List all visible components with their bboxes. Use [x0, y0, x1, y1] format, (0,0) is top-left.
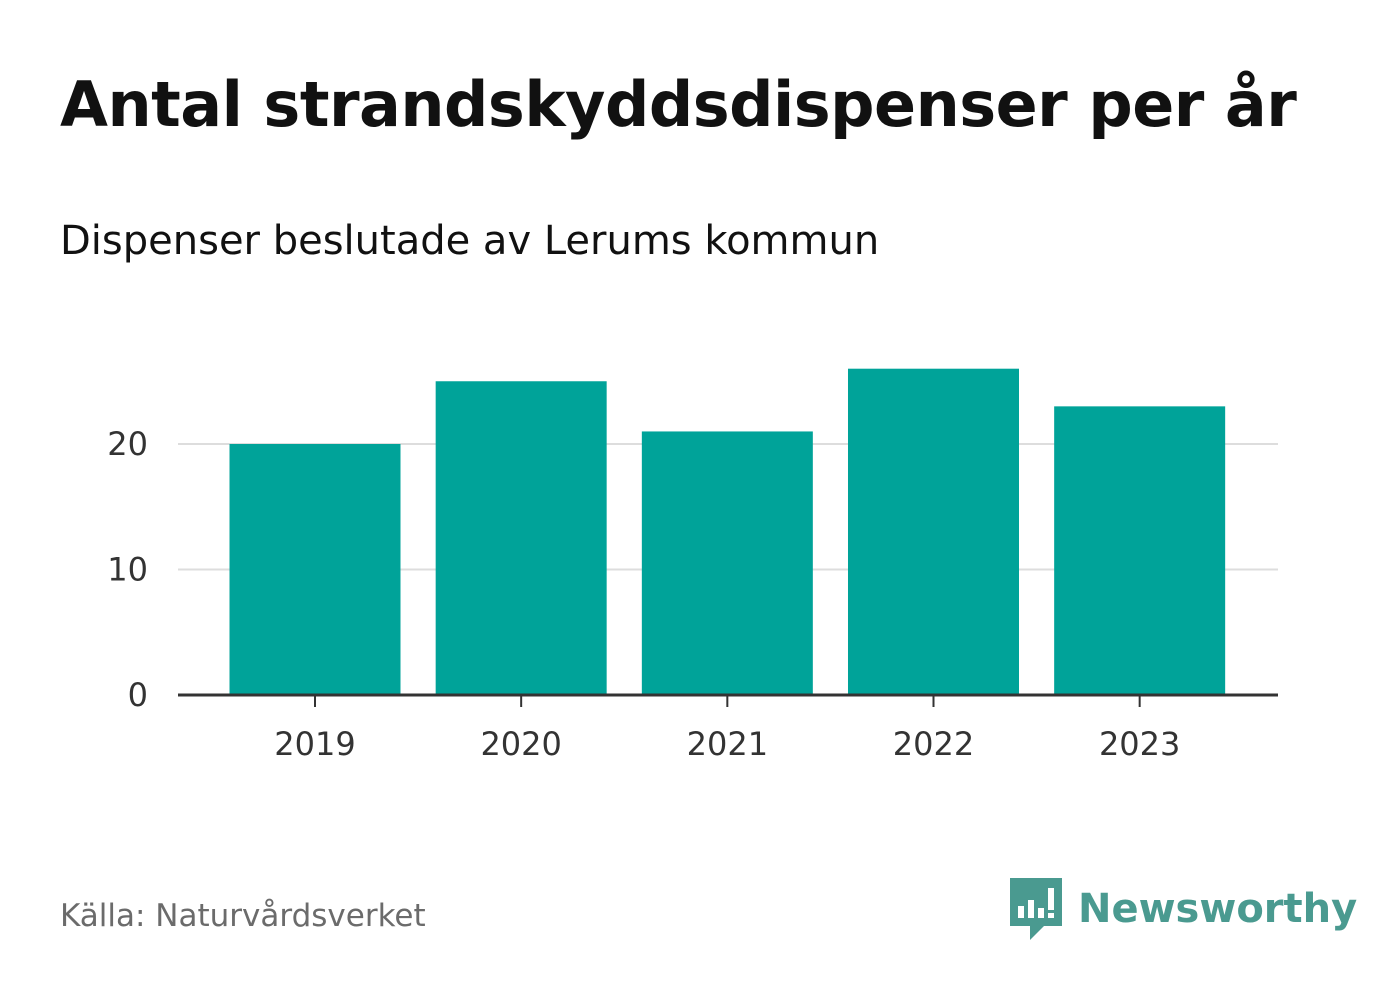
x-tick-label-2019: 2019 [274, 725, 355, 763]
x-tick-label-2020: 2020 [480, 725, 561, 763]
x-tick-label-2023: 2023 [1099, 725, 1180, 763]
y-tick-label-10: 10 [107, 551, 148, 589]
chart-subtitle: Dispenser beslutade av Lerums kommun [60, 218, 880, 264]
bar-2022 [847, 368, 1019, 695]
y-tick-label-20: 20 [107, 425, 148, 463]
newsworthy-logo-icon [1010, 878, 1062, 940]
bar-2019 [229, 444, 401, 695]
brand-name: Newsworthy [1078, 886, 1358, 932]
chart-title: Antal strandskyddsdispenser per år [60, 68, 1297, 141]
bar-2023 [1054, 406, 1226, 695]
bar-2021 [641, 431, 813, 695]
y-tick-label-0: 0 [128, 676, 148, 714]
bar-2020 [435, 381, 607, 695]
x-tick-label-2022: 2022 [893, 725, 974, 763]
source-note: Källa: Naturvårdsverket [60, 898, 426, 934]
brand-logo[interactable]: Newsworthy [1010, 878, 1357, 940]
x-tick-label-2021: 2021 [687, 725, 768, 763]
